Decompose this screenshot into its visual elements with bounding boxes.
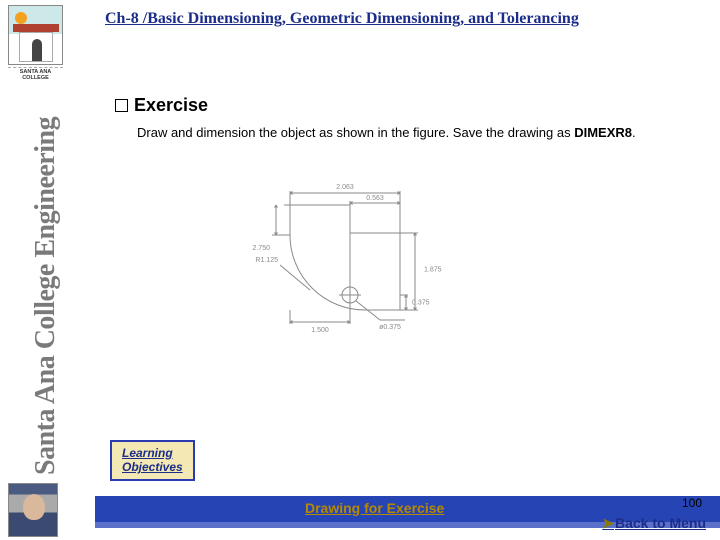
back-to-menu-label: Back to Menu	[615, 515, 706, 531]
instructor-portrait	[8, 483, 58, 537]
svg-text:1.500: 1.500	[311, 327, 329, 334]
chapter-header: Ch-8 /Basic Dimensioning, Geometric Dime…	[105, 10, 705, 28]
vertical-title: Santa Ana College Engineering	[30, 117, 62, 475]
chevron-right-icon: ➤	[602, 515, 614, 531]
exercise-filename: DIMEXR8	[574, 125, 632, 140]
learning-objectives-line2: Objectives	[122, 460, 183, 474]
svg-text:R1.125: R1.125	[255, 257, 278, 264]
svg-text:0.563: 0.563	[366, 195, 384, 202]
svg-text:2.063: 2.063	[336, 184, 354, 191]
svg-text:1.875: 1.875	[424, 267, 442, 274]
exercise-description: Draw and dimension the object as shown i…	[137, 124, 675, 142]
learning-objectives-button[interactable]: Learning Objectives	[110, 440, 195, 481]
college-logo	[8, 5, 63, 65]
exercise-heading: Exercise	[134, 95, 208, 116]
dimensioned-figure: 2.063 0.563 1.500 R1.125 ø0.375 1.875 0.375 2.7…	[220, 170, 460, 340]
slide-page: SANTA ANA COLLEGE Santa Ana College Engi…	[0, 0, 720, 540]
college-logo-caption: SANTA ANA COLLEGE	[8, 67, 63, 81]
page-number: 100	[682, 496, 702, 510]
svg-text:0.375: 0.375	[412, 300, 430, 307]
svg-text:2.750: 2.750	[252, 245, 270, 252]
figure-svg: 2.063 0.563 1.500 R1.125 ø0.375 1.875 0.375 2.7…	[220, 170, 460, 340]
learning-objectives-line1: Learning	[122, 446, 173, 460]
checkbox-bullet-icon	[115, 99, 128, 112]
exercise-heading-row: Exercise	[115, 95, 675, 116]
exercise-desc-pre: Draw and dimension the object as shown i…	[137, 125, 574, 140]
svg-text:ø0.375: ø0.375	[379, 324, 401, 331]
exercise-desc-post: .	[632, 125, 636, 140]
footer-drawing-label: Drawing for Exercise	[305, 500, 444, 516]
content-area: Exercise Draw and dimension the object a…	[115, 95, 675, 142]
left-column: SANTA ANA COLLEGE Santa Ana College Engi…	[0, 0, 95, 540]
back-to-menu-link[interactable]: ➤Back to Menu	[602, 515, 706, 532]
